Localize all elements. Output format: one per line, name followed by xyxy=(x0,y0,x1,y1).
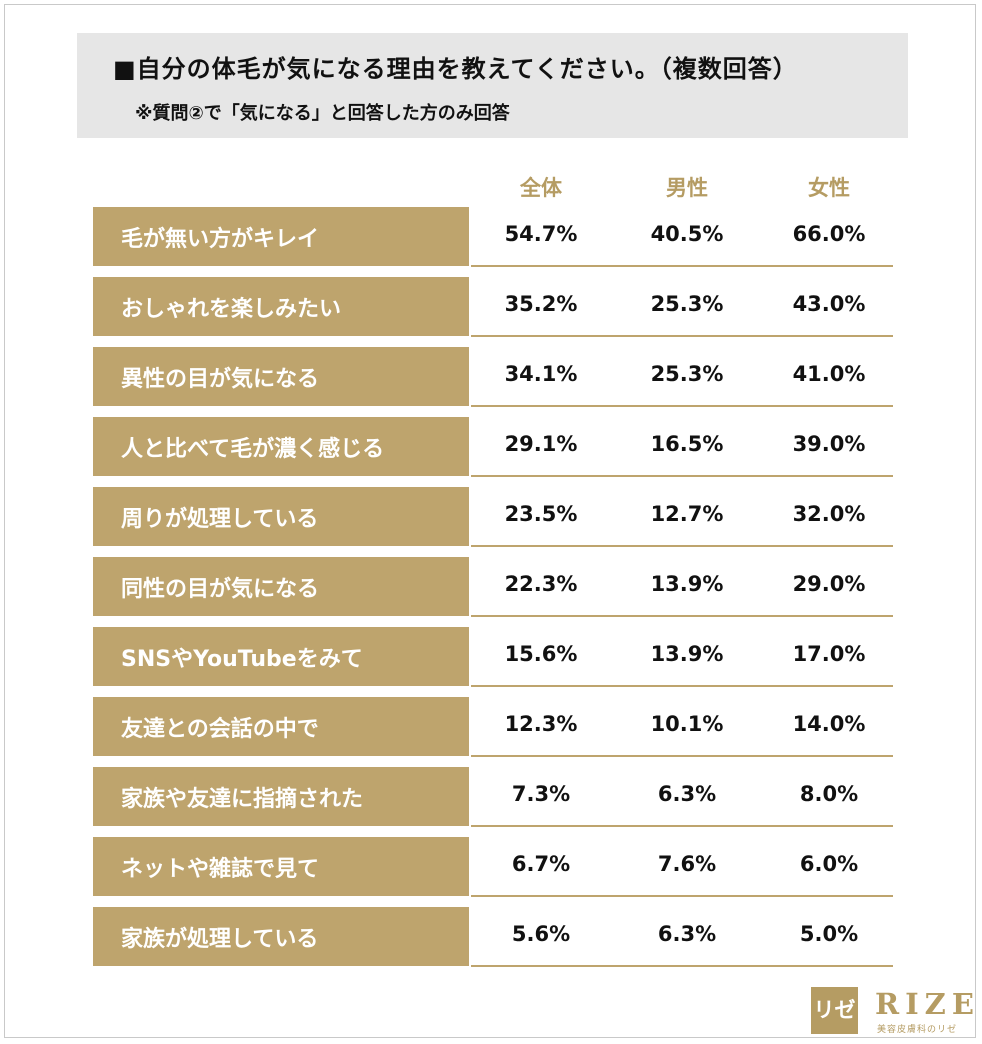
value-female: 5.0% xyxy=(799,922,859,946)
value-female: 39.0% xyxy=(792,432,866,456)
row-divider xyxy=(471,755,893,757)
row-label-cell: 毛が無い方がキレイ xyxy=(93,207,469,266)
row-label-cell: 家族が処理している xyxy=(93,907,469,966)
row-divider xyxy=(471,335,893,337)
row-label-cell: おしゃれを楽しみたい xyxy=(93,277,469,336)
data-table: 毛が無い方がキレイ 54.7% 40.5% 66.0% おしゃれを楽しみたい 35.2% 2… xyxy=(93,207,893,977)
row-divider xyxy=(471,685,893,687)
value-female: 66.0% xyxy=(792,222,866,246)
column-header-all: 全体 xyxy=(520,176,562,200)
chart-title: ■自分の体毛が気になる理由を教えてください。（複数回答） xyxy=(113,55,798,83)
row-label: 同性の目が気になる xyxy=(121,577,320,602)
figure-frame xyxy=(4,4,976,1038)
value-female: 8.0% xyxy=(799,782,859,806)
row-label-cell: ネットや雑誌で見て xyxy=(93,837,469,896)
value-female: 14.0% xyxy=(792,712,866,736)
value-all: 22.3% xyxy=(504,572,578,596)
row-divider xyxy=(471,265,893,267)
row-label-cell: 友達との会話の中で xyxy=(93,697,469,756)
row-label: 人と比べて毛が濃く感じる xyxy=(121,437,385,462)
value-male: 25.3% xyxy=(650,292,724,316)
row-label-cell: 周りが処理している xyxy=(93,487,469,546)
column-header-male: 男性 xyxy=(666,176,708,200)
value-all: 5.6% xyxy=(511,922,571,946)
value-male: 6.3% xyxy=(657,922,717,946)
value-all: 54.7% xyxy=(504,222,578,246)
row-label: 周りが処理している xyxy=(121,507,319,532)
value-female: 6.0% xyxy=(799,852,859,876)
table-row: 毛が無い方がキレイ 54.7% 40.5% 66.0% xyxy=(93,207,893,277)
value-female: 32.0% xyxy=(792,502,866,526)
row-label-cell: 人と比べて毛が濃く感じる xyxy=(93,417,469,476)
value-all: 34.1% xyxy=(504,362,578,386)
table-row: SNSやYouTubeをみて 15.6% 13.9% 17.0% xyxy=(93,627,893,697)
table-row: おしゃれを楽しみたい 35.2% 25.3% 43.0% xyxy=(93,277,893,347)
value-male: 7.6% xyxy=(657,852,717,876)
row-divider xyxy=(471,825,893,827)
row-label: 家族や友達に指摘された xyxy=(121,787,364,812)
row-label: ネットや雑誌で見て xyxy=(121,857,320,882)
table-row: 人と比べて毛が濃く感じる 29.1% 16.5% 39.0% xyxy=(93,417,893,487)
value-male: 25.3% xyxy=(650,362,724,386)
row-divider xyxy=(471,895,893,897)
value-all: 7.3% xyxy=(511,782,571,806)
row-label: SNSやYouTubeをみて xyxy=(121,647,363,672)
row-label-cell: 同性の目が気になる xyxy=(93,557,469,616)
row-label-cell: SNSやYouTubeをみて xyxy=(93,627,469,686)
table-row: 同性の目が気になる 22.3% 13.9% 29.0% xyxy=(93,557,893,627)
column-header-female: 女性 xyxy=(808,176,850,200)
row-label-cell: 異性の目が気になる xyxy=(93,347,469,406)
table-row: 家族が処理している 5.6% 6.3% 5.0% xyxy=(93,907,893,977)
value-all: 35.2% xyxy=(504,292,578,316)
row-label-cell: 家族や友達に指摘された xyxy=(93,767,469,826)
chart-subtitle: ※質問②で「気になる」と回答した方のみ回答 xyxy=(135,103,510,124)
value-all: 29.1% xyxy=(504,432,578,456)
value-female: 17.0% xyxy=(792,642,866,666)
value-female: 29.0% xyxy=(792,572,866,596)
value-female: 43.0% xyxy=(792,292,866,316)
row-label: おしゃれを楽しみたい xyxy=(121,297,342,322)
value-male: 13.9% xyxy=(650,642,724,666)
row-label: 友達との会話の中で xyxy=(121,717,319,742)
table-row: 家族や友達に指摘された 7.3% 6.3% 8.0% xyxy=(93,767,893,837)
table-row: ネットや雑誌で見て 6.7% 7.6% 6.0% xyxy=(93,837,893,907)
value-male: 6.3% xyxy=(657,782,717,806)
chart-header: ■自分の体毛が気になる理由を教えてください。（複数回答） ※質問②で「気になる」… xyxy=(77,33,908,138)
value-all: 12.3% xyxy=(504,712,578,736)
row-label: 家族が処理している xyxy=(121,927,319,952)
value-male: 12.7% xyxy=(650,502,724,526)
row-label: 異性の目が気になる xyxy=(121,367,320,392)
value-all: 23.5% xyxy=(504,502,578,526)
value-male: 10.1% xyxy=(650,712,724,736)
row-divider xyxy=(471,615,893,617)
value-male: 40.5% xyxy=(650,222,724,246)
value-female: 41.0% xyxy=(792,362,866,386)
table-row: 友達との会話の中で 12.3% 10.1% 14.0% xyxy=(93,697,893,767)
logo-tagline: 美容皮膚科のリゼ xyxy=(877,1025,958,1035)
table-row: 周りが処理している 23.5% 12.7% 32.0% xyxy=(93,487,893,557)
value-male: 13.9% xyxy=(650,572,724,596)
logo-brand: RIZE xyxy=(875,987,980,1021)
table-row: 異性の目が気になる 34.1% 25.3% 41.0% xyxy=(93,347,893,417)
row-divider xyxy=(471,475,893,477)
row-divider xyxy=(471,545,893,547)
value-male: 16.5% xyxy=(650,432,724,456)
row-divider xyxy=(471,405,893,407)
value-all: 15.6% xyxy=(504,642,578,666)
row-label: 毛が無い方がキレイ xyxy=(121,227,320,252)
row-divider xyxy=(471,965,893,967)
logo-mark: リゼ xyxy=(811,987,858,1034)
value-all: 6.7% xyxy=(511,852,571,876)
